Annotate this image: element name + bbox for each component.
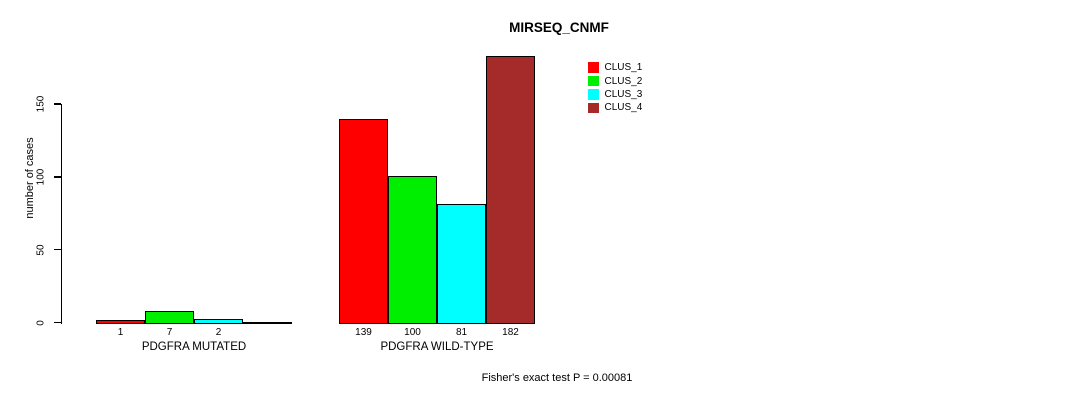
- legend-color-swatch: [588, 62, 599, 73]
- bar-value-label: 2: [215, 327, 222, 338]
- legend-item: CLUS_2: [588, 74, 642, 87]
- legend-item-label: CLUS_1: [604, 62, 643, 74]
- y-tick-label: 150: [35, 95, 47, 113]
- bar-value-label: 182: [502, 327, 519, 338]
- y-tick-label: 100: [35, 168, 47, 186]
- bar-clus_3-group1: [194, 318, 243, 324]
- legend-item: CLUS_4: [588, 101, 642, 114]
- y-tick-label: 50: [35, 244, 47, 256]
- x-category-label: PDGFRA WILD-TYPE: [380, 341, 494, 353]
- bar-clus_1-group1: [96, 320, 145, 324]
- y-tick-label: 0: [35, 319, 47, 326]
- bar-value-label: 100: [404, 327, 421, 338]
- legend-color-swatch: [588, 75, 599, 87]
- legend-item: CLUS_1: [588, 61, 642, 74]
- legend-item-label: CLUS_4: [604, 102, 643, 114]
- y-axis-line: [60, 103, 63, 324]
- legend-color-swatch: [588, 102, 599, 114]
- x-category-label: PDGFRA MUTATED: [141, 341, 247, 353]
- y-axis-label: number of cases: [24, 137, 36, 219]
- bar-clus_4-group1: [243, 321, 292, 324]
- bar-value-label: 139: [355, 327, 372, 338]
- bar-value-label: 81: [455, 327, 468, 338]
- bar-value-label: 7: [166, 327, 173, 338]
- legend-color-swatch: [588, 89, 599, 100]
- legend-item: CLUS_3: [588, 88, 642, 101]
- y-tick-mark: [54, 103, 61, 105]
- y-tick-mark: [54, 248, 61, 251]
- legend: CLUS_1 CLUS_2 CLUS_3 CLUS_4: [588, 61, 642, 115]
- bar-clus_2-group2: [388, 175, 437, 324]
- fisher-test-annotation: Fisher's exact test P = 0.00081: [481, 372, 633, 384]
- y-tick-mark: [54, 321, 61, 324]
- legend-item-label: CLUS_2: [604, 75, 643, 87]
- bar-clus_4-group2: [486, 56, 535, 324]
- chart-title: MIRSEQ_CNMF: [509, 20, 609, 35]
- bar-clus_2-group1: [145, 311, 194, 324]
- y-tick-mark: [54, 176, 61, 178]
- legend-item-label: CLUS_3: [604, 88, 643, 100]
- bar-clus_1-group2: [339, 119, 388, 324]
- bar-value-label: 1: [117, 327, 124, 338]
- bar-clus_3-group2: [437, 203, 486, 324]
